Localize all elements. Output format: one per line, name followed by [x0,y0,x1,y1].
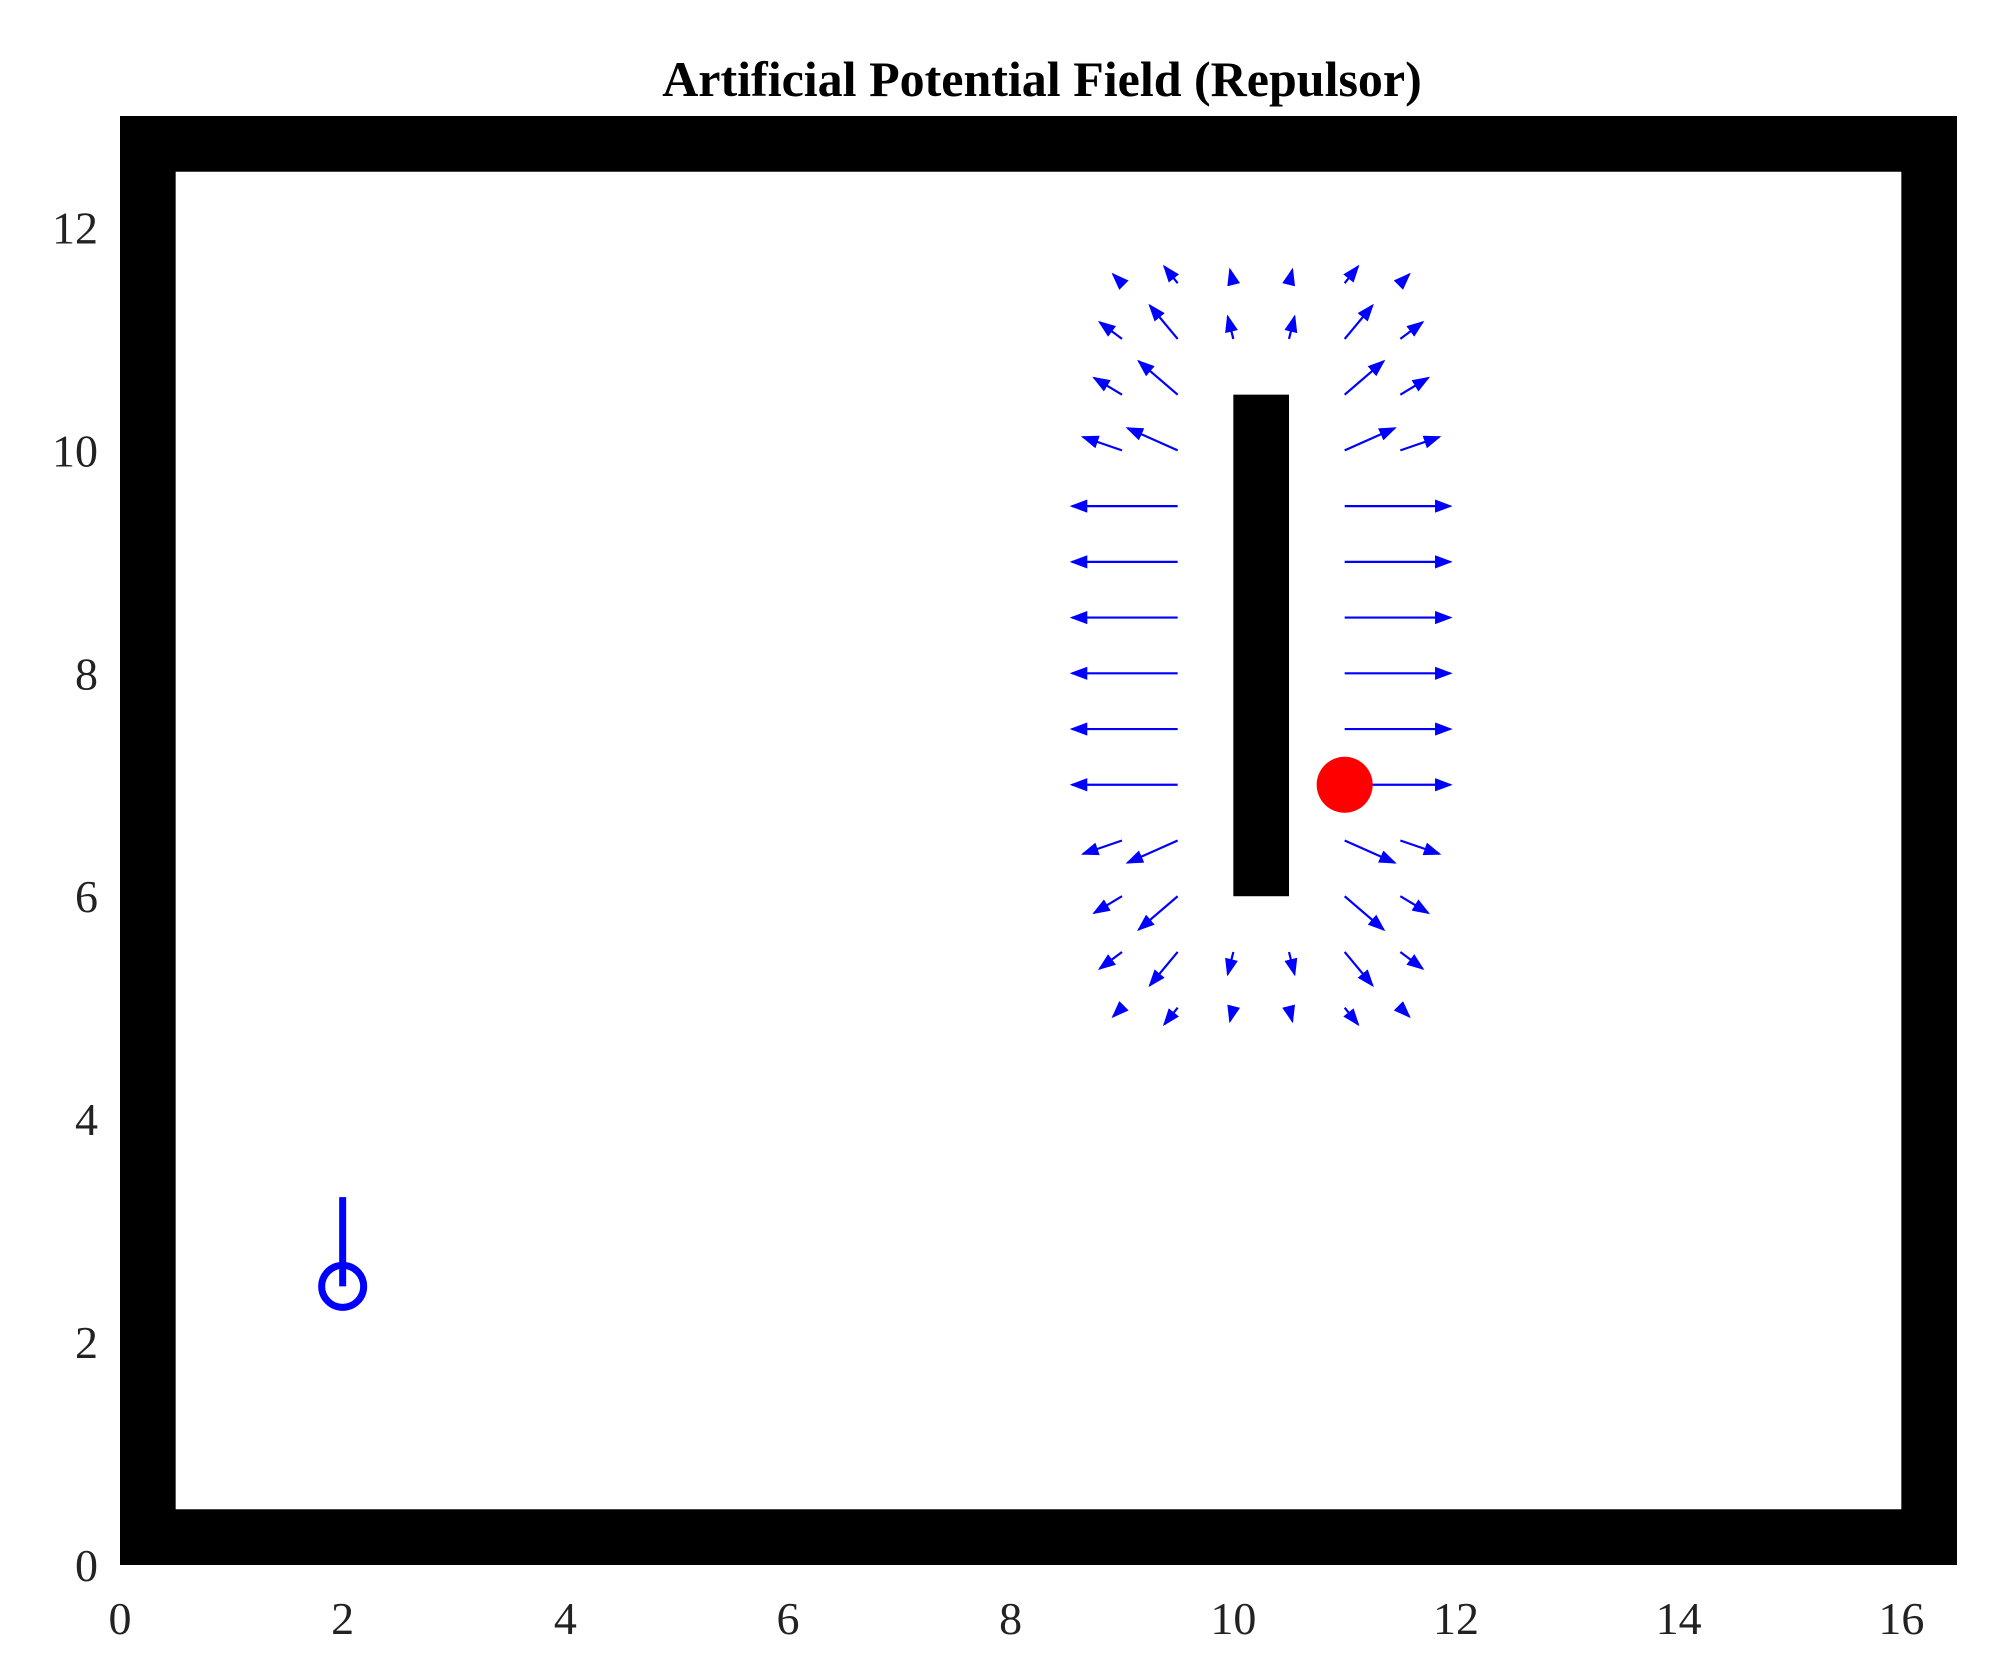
field-vector [1393,272,1411,290]
markers-layer [318,756,1373,1311]
wall-2 [120,116,176,1565]
field-vector [1344,427,1397,452]
x-tick-label: 8 [999,1593,1022,1644]
field-vector [1282,267,1296,287]
field-vector [1092,895,1123,915]
y-tick-label: 8 [75,648,98,699]
field-vector [1225,951,1238,977]
field-vector [1092,376,1123,396]
x-axis-ticks: 0 2 4 6 8 10 12 14 16 [109,1593,1925,1644]
field-vector [1111,1001,1129,1019]
x-tick-label: 12 [1433,1593,1479,1644]
arena-walls [120,116,1957,1565]
x-tick-label: 6 [777,1593,800,1644]
wall-3 [1901,116,1957,1565]
goal-marker [1316,756,1373,813]
field-vector [1343,1007,1360,1027]
field-vector [1399,895,1431,915]
field-vector [1343,951,1374,988]
field-vector [1227,267,1241,287]
y-tick-label: 0 [75,1540,98,1591]
y-tick-label: 4 [75,1094,98,1145]
field-vector [1343,264,1360,284]
y-tick-label: 10 [52,425,98,476]
field-vector [1162,1007,1180,1027]
y-tick-label: 2 [75,1317,98,1368]
field-vector [1148,951,1179,988]
field-vector [1284,951,1298,977]
field-vector [1399,951,1425,971]
field-vector [1393,1001,1411,1019]
y-tick-label: 6 [75,871,98,922]
field-vector [1080,839,1123,856]
wall-1 [120,116,1957,172]
field-vector [1282,1004,1296,1024]
field-vector [1097,951,1123,971]
field-vector [1284,314,1298,340]
field-vector [1344,839,1397,864]
field-vector [1399,839,1442,856]
y-axis-ticks: 0 2 4 6 8 10 12 [52,202,98,1591]
field-vector [1137,359,1179,396]
field-vector [1125,839,1179,864]
field-vector [1148,303,1179,340]
field-vector [1162,264,1180,284]
field-vector [1227,1004,1241,1024]
field-vector [1125,427,1179,452]
x-tick-label: 4 [554,1593,577,1644]
obstacle-bar [1233,394,1289,897]
wall-0 [120,1509,1957,1565]
field-vector [1225,314,1238,340]
x-tick-label: 0 [109,1593,132,1644]
field-vector [1399,320,1425,340]
field-vector [1080,435,1123,452]
robot-marker [318,1261,368,1311]
y-tick-label: 12 [52,202,98,253]
field-vector [1343,359,1386,396]
obstacle-layer [1233,394,1289,897]
field-vector [1097,320,1123,340]
field-vector [1343,303,1374,340]
field-vector [1111,272,1129,290]
chart-title: Artificial Potential Field (Repulsor) [662,51,1422,107]
x-tick-label: 10 [1210,1593,1256,1644]
field-vector [1399,376,1431,396]
x-tick-label: 14 [1656,1593,1702,1644]
field-vector [1137,895,1179,932]
x-tick-label: 16 [1878,1593,1924,1644]
field-vector [1343,895,1386,932]
x-tick-label: 2 [331,1593,354,1644]
field-vector [1399,435,1442,452]
